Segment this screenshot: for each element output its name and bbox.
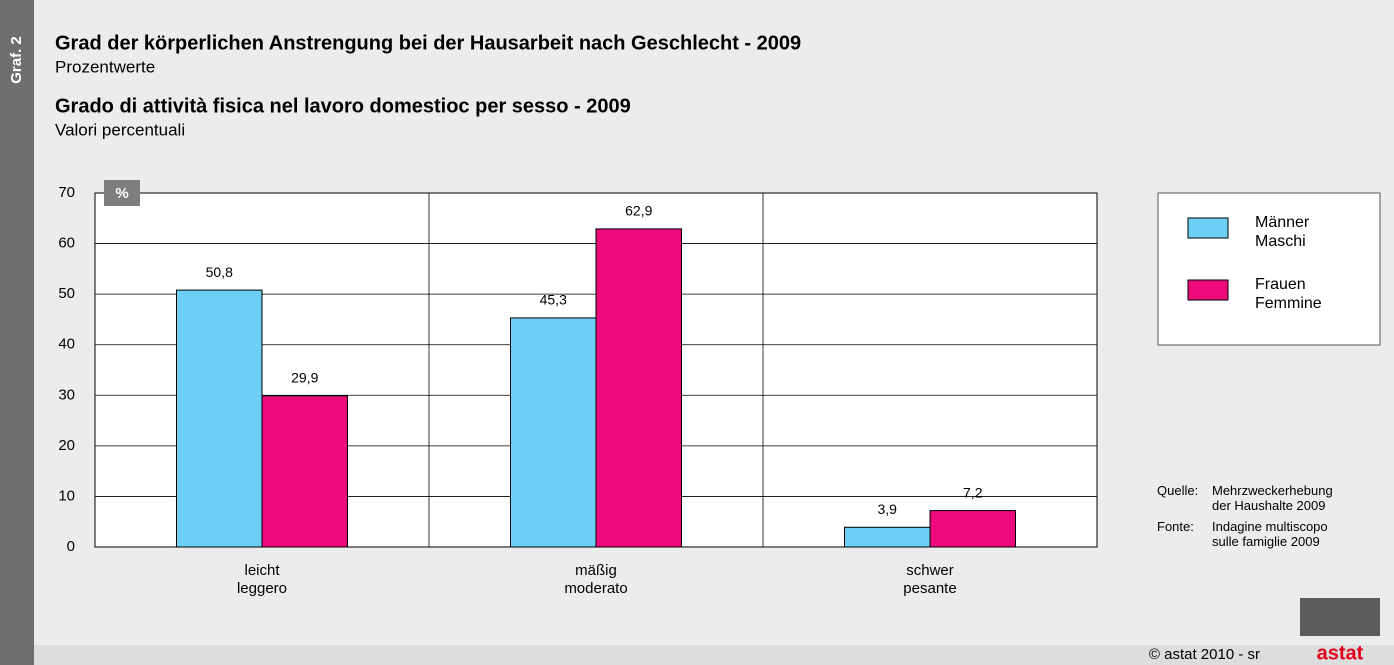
plot-border <box>94 192 1098 548</box>
y-tick-label: 20 <box>58 437 75 454</box>
data-label: 7,2 <box>963 484 983 500</box>
bar <box>843 526 931 548</box>
source-text: Indagine multiscopo sulle famiglie 2009 <box>1212 519 1328 549</box>
y-tick-label: 10 <box>58 487 75 504</box>
x-tick-label: mäßig moderato <box>564 562 628 597</box>
source-label: Fonte: <box>1157 519 1194 534</box>
legend-label: Frauen Femmine <box>1255 276 1322 312</box>
data-label: 50,8 <box>206 264 233 280</box>
chart-subtitle: Valori percentuali <box>55 120 185 139</box>
logo-map <box>1300 598 1380 636</box>
chart-title: Grado di attività fisica nel lavoro dome… <box>55 95 631 117</box>
legend-swatch <box>1187 279 1229 301</box>
chart-title: Grad der körperlichen Anstrengung bei de… <box>55 32 801 54</box>
data-label: 45,3 <box>540 292 567 308</box>
logo: astat <box>1317 642 1364 664</box>
bar <box>175 289 263 548</box>
footer-strip <box>34 645 1394 665</box>
chart-subtitle: Prozentwerte <box>55 57 155 76</box>
y-tick-label: 50 <box>58 285 75 302</box>
source-label: Quelle: <box>1157 483 1199 498</box>
y-tick-label: 40 <box>58 336 75 353</box>
data-label: 29,9 <box>291 369 318 385</box>
legend-swatch <box>1187 217 1229 239</box>
y-tick-label: 30 <box>58 386 75 403</box>
data-label: 62,9 <box>625 203 652 219</box>
x-tick-label: leicht leggero <box>236 562 288 597</box>
figure-label: Graf. 2 <box>8 36 25 84</box>
source-text: Mehrzweckerhebung der Haushalte 2009 <box>1212 483 1333 513</box>
bar <box>509 317 597 548</box>
y-tick-label: 60 <box>58 235 75 252</box>
x-tick-label: schwer pesante <box>903 562 957 597</box>
y-tick-label: 0 <box>67 538 75 555</box>
bar <box>929 510 1017 548</box>
y-axis-label: % <box>115 185 128 202</box>
y-tick-label: 70 <box>58 184 75 201</box>
data-label: 3,9 <box>878 501 898 517</box>
side-strip <box>0 0 34 665</box>
footer: © astat 2010 - sr <box>1149 646 1260 663</box>
legend-label: Männer Maschi <box>1255 214 1310 250</box>
unit-box <box>104 180 140 206</box>
bar <box>261 395 349 548</box>
bar <box>595 228 683 548</box>
